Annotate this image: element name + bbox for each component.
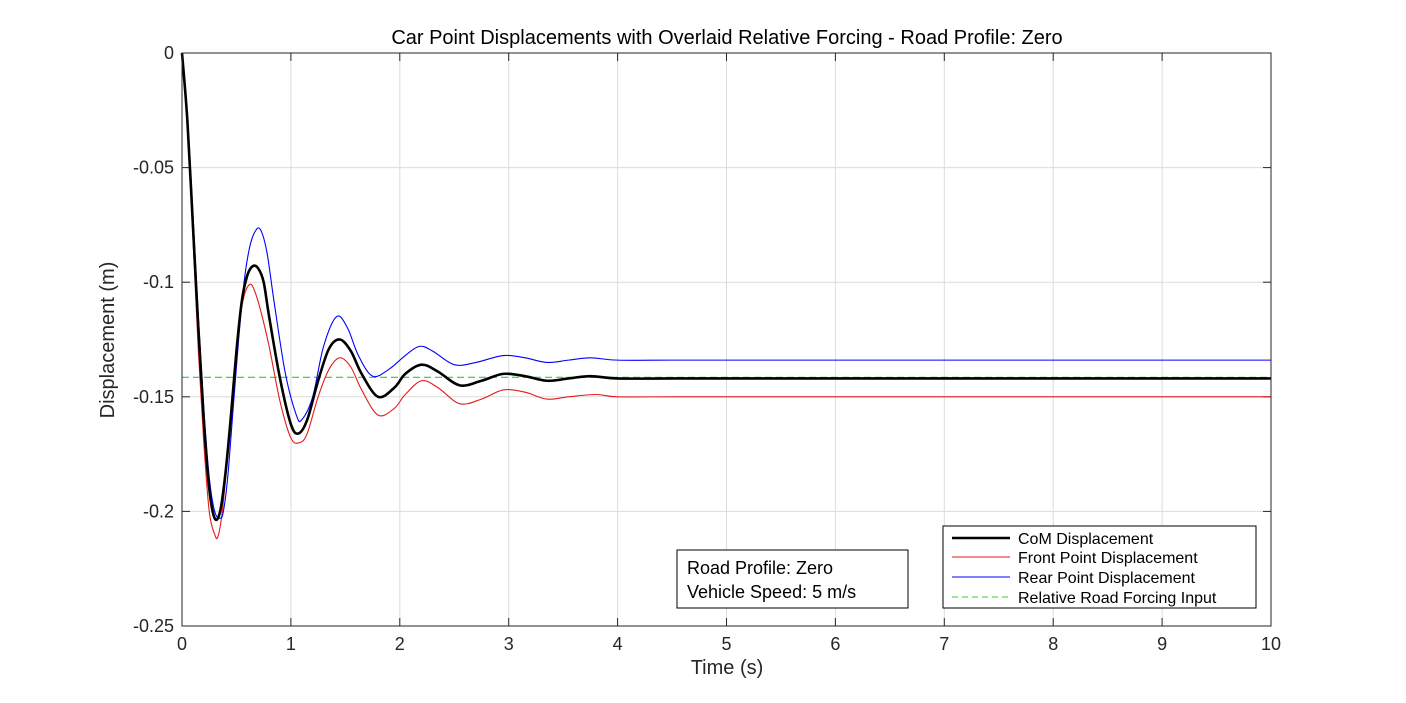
x-tick-label: 7: [939, 634, 949, 654]
y-tick-label: -0.15: [133, 387, 174, 407]
legend-entry-front: Front Point Displacement: [1018, 550, 1198, 567]
y-axis-label: Displacement (m): [97, 262, 119, 419]
legend-entry-rear: Rear Point Displacement: [1018, 570, 1196, 587]
x-tick-label: 4: [613, 634, 623, 654]
grid: [182, 53, 1271, 626]
legend-entry-com: CoM Displacement: [1018, 531, 1154, 548]
legend-entry-forcing: Relative Road Forcing Input: [1018, 590, 1217, 607]
legend-frame: [942, 525, 1257, 609]
info-box-frame: [676, 549, 909, 609]
y-tick-label: -0.25: [133, 616, 174, 636]
x-tick-label: 1: [286, 634, 296, 654]
x-tick-label: 6: [830, 634, 840, 654]
legend: CoM Displacement Front Point Displacemen…: [942, 525, 1257, 609]
x-tick-label: 2: [395, 634, 405, 654]
x-tick-label: 8: [1048, 634, 1058, 654]
y-tick-label: 0: [164, 43, 174, 63]
x-tick-label: 3: [504, 634, 514, 654]
x-tick-label: 0: [177, 634, 187, 654]
rear-point-displacement-line: [181, 52, 1271, 519]
info-road-profile: Road Profile: Zero: [687, 558, 833, 578]
front-point-displacement-line: [181, 52, 1271, 540]
y-tick-label: -0.2: [143, 501, 174, 521]
x-tick-label: 5: [721, 634, 731, 654]
y-tick-label: -0.1: [143, 272, 174, 292]
x-axis-label: Time (s): [691, 657, 764, 679]
series-layer: [180, 52, 1271, 540]
ticks: 0 1 2 3 4 5 6 7 8 9 10 0 -0.05 -0.1 -0.15 -0.2 -0.25: [133, 43, 1281, 654]
info-box: Road Profile: Zero Vehicle Speed: 5 m/s: [676, 549, 909, 609]
plot-frame: [181, 52, 1272, 627]
chart-title: Car Point Displacements with Overlaid Re…: [391, 27, 1062, 49]
com-displacement-line: [180, 52, 1271, 522]
x-tick-label: 9: [1157, 634, 1167, 654]
x-tick-label: 10: [1261, 634, 1281, 654]
info-vehicle-speed: Vehicle Speed: 5 m/s: [687, 582, 856, 602]
y-tick-label: -0.05: [133, 158, 174, 178]
